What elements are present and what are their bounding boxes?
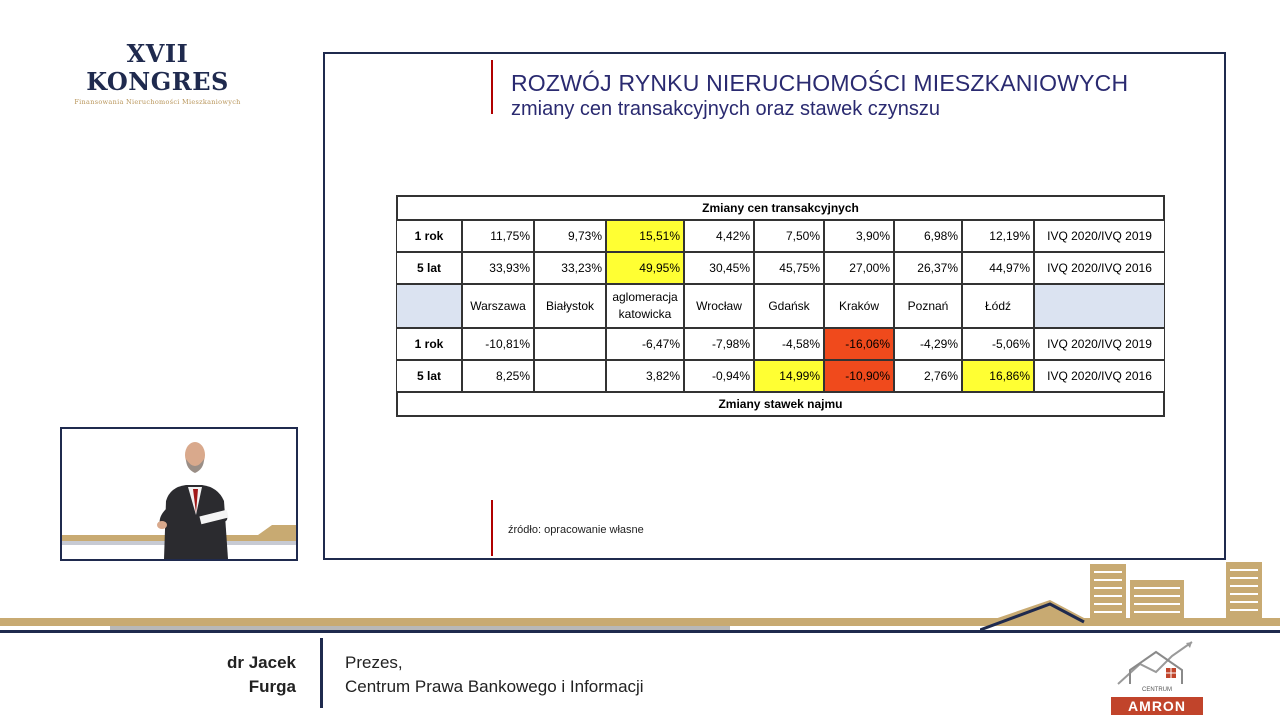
table-header-rent: Zmiany stawek najmu: [396, 392, 1165, 417]
logo-title: XVII KONGRES: [86, 39, 229, 96]
table-cell-negative-highlight: -10,90%: [824, 360, 894, 392]
speaker-role-line2: Centrum Prawa Bankowego i Informacji: [345, 677, 644, 696]
table-cell: 26,37%: [894, 252, 962, 284]
city-header: Kraków: [824, 284, 894, 328]
table-cell: [534, 360, 606, 392]
slide-subtitle: zmiany cen transakcyjnych oraz stawek cz…: [511, 98, 941, 120]
table-cell: 4,42%: [684, 220, 754, 252]
data-table: Zmiany cen transakcyjnych 1 rok 11,75% 9…: [396, 195, 1165, 417]
table-cell-highlight: 14,99%: [754, 360, 824, 392]
table-cell-negative-highlight: -16,06%: [824, 328, 894, 360]
table-cell: -5,06%: [962, 328, 1034, 360]
table-cell: -10,81%: [462, 328, 534, 360]
period-cell: IVQ 2020/IVQ 2016: [1034, 360, 1165, 392]
period-cell: IVQ 2020/IVQ 2019: [1034, 220, 1165, 252]
table-cell: -4,58%: [754, 328, 824, 360]
table-cell: 6,98%: [894, 220, 962, 252]
speaker-role-line1: Prezes,: [345, 653, 403, 672]
title-accent-bar: [491, 60, 493, 114]
table-cell: 33,93%: [462, 252, 534, 284]
city-header: aglomeracja katowicka: [606, 284, 684, 328]
table-cell-highlight: 49,95%: [606, 252, 684, 284]
kongres-logo: XVII KONGRES Finansowania Nieruchomości …: [60, 39, 255, 107]
table-cell: [534, 328, 606, 360]
city-header: Wrocław: [684, 284, 754, 328]
table-cell: 11,75%: [462, 220, 534, 252]
city-header-empty: [1034, 284, 1165, 328]
row-label: 5 lat: [396, 252, 462, 284]
table-cell: 12,19%: [962, 220, 1034, 252]
row-label: 5 lat: [396, 360, 462, 392]
presentation-slide: ROZWÓJ RYNKU NIERUCHOMOŚCI MIESZKANIOWYC…: [323, 52, 1226, 560]
city-header-empty: [396, 284, 462, 328]
table-cell: 3,82%: [606, 360, 684, 392]
speaker-figure: [62, 442, 296, 559]
name-separator: [320, 638, 323, 708]
speaker-name-line2: Furga: [248, 677, 296, 696]
table-cell: 33,23%: [534, 252, 606, 284]
table-cell: 3,90%: [824, 220, 894, 252]
logo-subtitle: Finansowania Nieruchomości Mieszkaniowyc…: [74, 98, 241, 106]
decorative-gray-stripe: [110, 626, 730, 630]
table-cell: 8,25%: [462, 360, 534, 392]
city-header: Poznań: [894, 284, 962, 328]
speaker-video: [60, 427, 298, 561]
table-header-prices: Zmiany cen transakcyjnych: [396, 195, 1165, 220]
source-note: źródło: opracowanie własne: [508, 524, 644, 536]
city-header: Białystok: [534, 284, 606, 328]
decorative-gold-stripe: [0, 618, 1280, 626]
speaker-role: Prezes, Centrum Prawa Bankowego i Inform…: [345, 651, 644, 699]
table-cell: -4,29%: [894, 328, 962, 360]
row-label: 1 rok: [396, 328, 462, 360]
table-cell: -7,98%: [684, 328, 754, 360]
table-cell: -6,47%: [606, 328, 684, 360]
table-cell: 44,97%: [962, 252, 1034, 284]
table-cell: 27,00%: [824, 252, 894, 284]
source-accent-bar: [491, 500, 493, 556]
amron-small-label: CENTRUM: [1142, 687, 1172, 693]
city-header: Warszawa: [462, 284, 534, 328]
speaker-name-line1: dr Jacek: [227, 653, 296, 672]
table-cell: -0,94%: [684, 360, 754, 392]
table-cell-highlight: 15,51%: [606, 220, 684, 252]
table-cell: 7,50%: [754, 220, 824, 252]
table-cell: 2,76%: [894, 360, 962, 392]
slide-title: ROZWÓJ RYNKU NIERUCHOMOŚCI MIESZKANIOWYC…: [511, 70, 1129, 96]
row-label: 1 rok: [396, 220, 462, 252]
table-cell: 45,75%: [754, 252, 824, 284]
buildings-illustration: [980, 562, 1262, 632]
decorative-navy-stripe: [0, 630, 1280, 633]
period-cell: IVQ 2020/IVQ 2019: [1034, 328, 1165, 360]
amron-logo-icon: [1117, 641, 1193, 685]
city-header: Łódź: [962, 284, 1034, 328]
table-cell: 30,45%: [684, 252, 754, 284]
amron-label: AMRON: [1111, 697, 1203, 715]
city-header: Gdańsk: [754, 284, 824, 328]
table-cell-highlight: 16,86%: [962, 360, 1034, 392]
period-cell: IVQ 2020/IVQ 2016: [1034, 252, 1165, 284]
table-cell: 9,73%: [534, 220, 606, 252]
speaker-name: dr Jacek Furga: [180, 651, 296, 699]
